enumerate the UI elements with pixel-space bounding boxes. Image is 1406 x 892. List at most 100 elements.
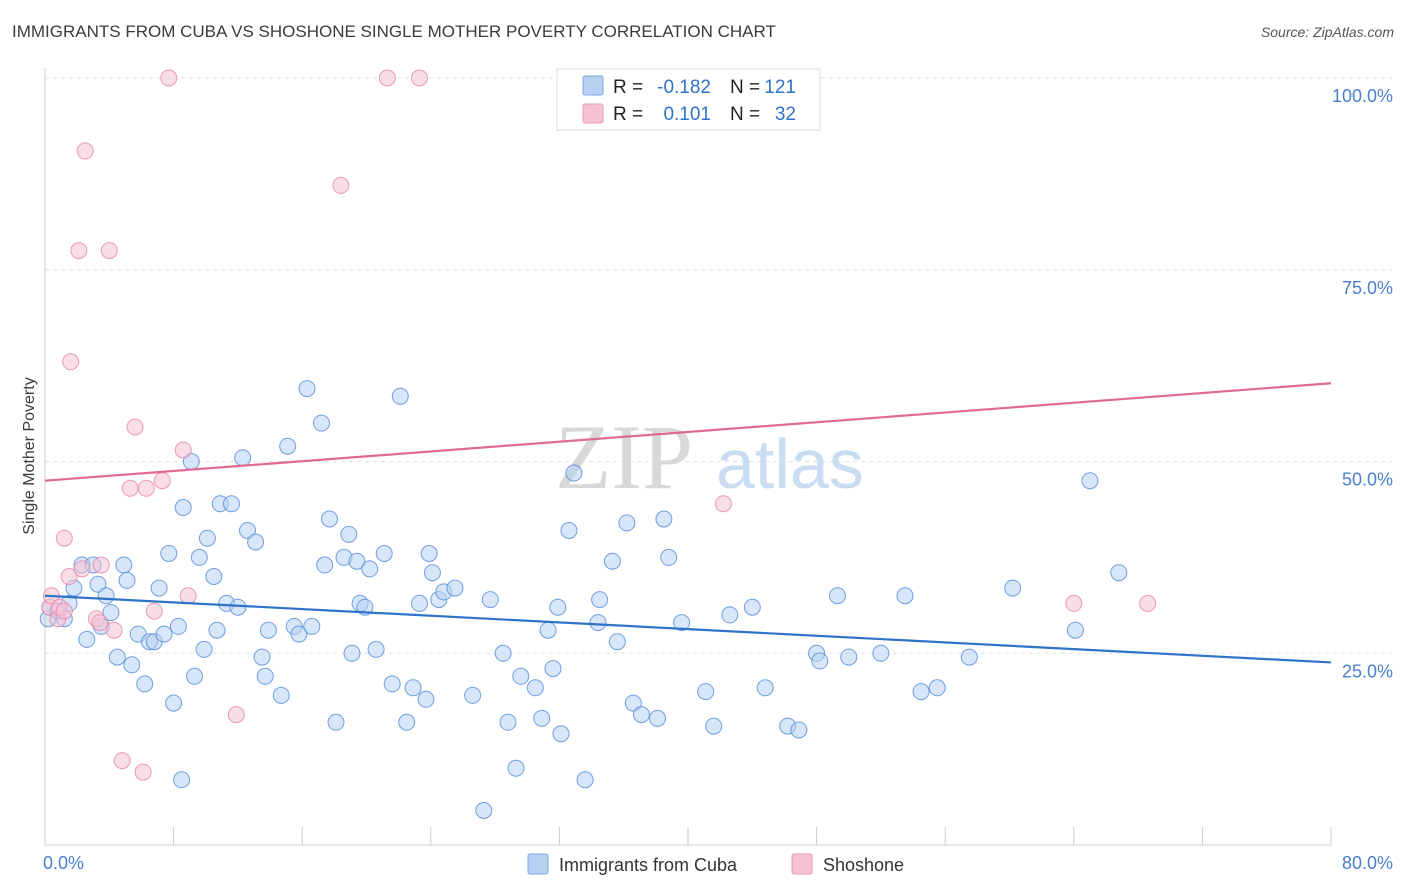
data-point — [279, 437, 297, 455]
legend-swatch-cuba — [527, 853, 549, 875]
legend-label-shoshone: Shoshone — [823, 855, 904, 875]
data-point — [475, 802, 493, 819]
tick-labels: 0.0% 80.0% 25.0% 50.0% 75.0% 100.0% — [43, 86, 1393, 873]
data-point — [60, 568, 78, 585]
data-point — [655, 510, 673, 528]
data-point — [223, 495, 240, 513]
data-point — [383, 675, 401, 693]
data-point — [660, 548, 678, 566]
x-tick-label: 0.0% — [43, 853, 84, 873]
data-point — [464, 686, 482, 704]
data-point — [155, 625, 173, 643]
gridlines — [45, 77, 1392, 654]
data-point — [549, 598, 567, 616]
data-point — [391, 387, 409, 405]
legend-swatch-shoshone — [791, 853, 813, 875]
data-point — [361, 560, 379, 578]
legend-label-cuba: Immigrants from Cuba — [559, 855, 738, 875]
data-point — [1004, 579, 1022, 597]
data-point — [227, 706, 245, 724]
data-point — [100, 242, 118, 260]
data-point — [811, 652, 829, 670]
data-point — [481, 591, 499, 609]
data-point — [790, 721, 808, 739]
data-point — [332, 176, 350, 194]
y-tick-label: 50.0% — [1342, 470, 1393, 490]
data-point — [1139, 594, 1157, 612]
data-point — [174, 441, 192, 459]
data-point — [423, 564, 441, 582]
data-point — [229, 598, 247, 616]
data-point — [102, 604, 120, 622]
data-point — [150, 579, 168, 597]
data-point — [340, 525, 358, 543]
data-point — [367, 640, 385, 658]
data-point — [298, 380, 316, 398]
data-point — [411, 594, 428, 612]
data-point — [632, 706, 650, 724]
data-point — [62, 353, 80, 371]
data-point — [113, 752, 131, 770]
data-point — [1081, 472, 1099, 490]
data-point — [714, 495, 732, 513]
data-point — [576, 771, 594, 789]
data-point — [565, 464, 583, 482]
data-point — [348, 552, 366, 570]
data-point — [134, 763, 152, 781]
data-point — [234, 449, 252, 467]
y-tick-label: 25.0% — [1342, 661, 1393, 681]
y-tick-label: 75.0% — [1342, 278, 1393, 298]
data-point — [912, 683, 930, 701]
data-point — [697, 683, 715, 701]
data-point — [186, 667, 203, 685]
trend-lines — [44, 382, 1332, 664]
data-point — [165, 694, 183, 712]
data-point — [624, 694, 642, 712]
data-point — [552, 725, 570, 743]
series-cuba — [39, 380, 1128, 819]
data-point — [313, 414, 330, 432]
data-point — [195, 640, 213, 658]
data-point — [108, 648, 126, 666]
data-point — [190, 548, 208, 566]
data-point — [343, 644, 361, 662]
data-point — [303, 617, 321, 635]
data-point — [145, 602, 163, 620]
data-point — [618, 514, 636, 532]
data-point — [539, 621, 557, 639]
data-point — [420, 545, 438, 562]
data-point — [840, 648, 858, 666]
series-shoshone — [41, 69, 1157, 781]
data-point — [608, 633, 626, 651]
stats-swatch-shoshone — [582, 103, 604, 124]
data-point — [173, 771, 191, 789]
stats-legend: R = -0.182 N = 121 R = 0.101 N = 32 — [556, 68, 821, 131]
data-point — [256, 667, 274, 685]
data-point — [169, 617, 187, 635]
data-point — [544, 660, 562, 678]
data-point — [417, 690, 435, 708]
data-point — [105, 621, 123, 639]
y-tick-label: 100.0% — [1332, 86, 1393, 106]
data-point — [121, 479, 139, 497]
data-point — [205, 568, 223, 585]
data-point — [327, 713, 345, 731]
data-point — [208, 621, 226, 639]
data-point — [896, 587, 914, 605]
data-point — [512, 667, 530, 685]
data-point — [247, 533, 265, 551]
data-point — [960, 648, 978, 666]
data-point — [533, 709, 551, 727]
scatter-points — [39, 69, 1157, 819]
data-point — [1066, 621, 1084, 639]
data-point — [92, 556, 110, 574]
stats-n-label-cuba: N = — [730, 77, 760, 98]
data-point — [756, 679, 774, 697]
watermark: ZIP atlas — [555, 406, 864, 508]
data-point — [126, 418, 144, 436]
data-point — [55, 602, 73, 620]
trend-line-cuba — [44, 594, 1332, 664]
stats-n-value-shoshone: 32 — [775, 104, 796, 125]
stats-r-label-cuba: R = — [613, 77, 643, 98]
data-point — [272, 686, 290, 704]
